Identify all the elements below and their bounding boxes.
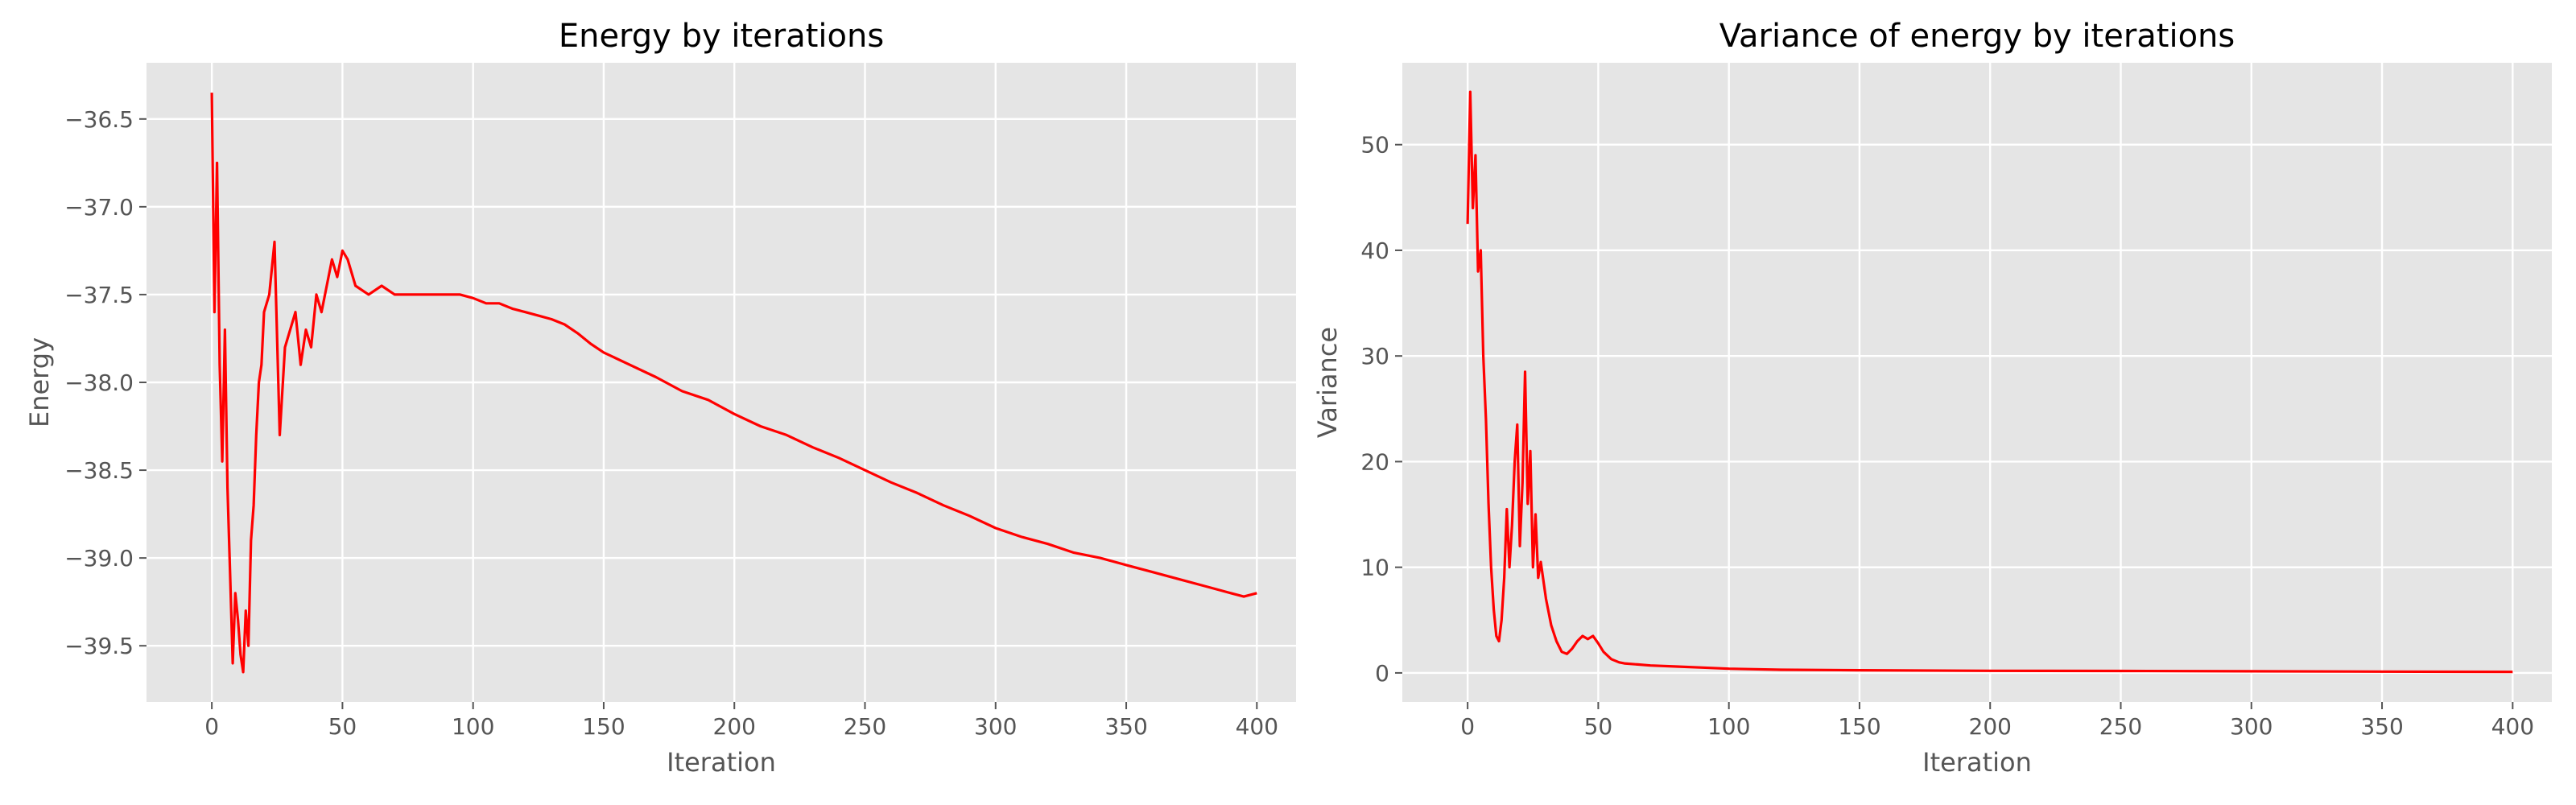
x-tick-label: 150: [1838, 713, 1880, 740]
y-tick-label: 30: [1360, 343, 1389, 369]
y-tick-label: 10: [1360, 555, 1389, 581]
x-tick-label: 0: [204, 713, 219, 740]
x-tick-label: 200: [1969, 713, 2012, 740]
y-tick-label: −39.5: [64, 633, 134, 659]
y-tick-label: 50: [1360, 132, 1389, 159]
x-tick-label: 250: [2099, 713, 2142, 740]
y-tick-label: −36.5: [64, 106, 134, 133]
y-tick-label: −38.5: [64, 457, 134, 484]
x-tick-label: 200: [713, 713, 756, 740]
y-tick-label: 40: [1360, 237, 1389, 264]
x-tick-label: 350: [2360, 713, 2403, 740]
x-tick-label: 400: [1236, 713, 1278, 740]
x-tick-label: 50: [328, 713, 357, 740]
x-tick-label: 50: [1584, 713, 1613, 740]
y-tick-label: 20: [1360, 448, 1389, 475]
chart-panel-2: 0 50 100 150 200 250 300 350 400 0 10 20 30 40 50 Varia…: [1312, 18, 2552, 778]
x-tick-label: 100: [1707, 713, 1750, 740]
x-tick-label: 150: [582, 713, 625, 740]
x-tick-label: 0: [1460, 713, 1475, 740]
chart-title: Energy by iterations: [559, 18, 884, 55]
y-axis-label: Variance: [1312, 327, 1343, 438]
x-tick-label: 300: [2230, 713, 2273, 740]
y-tick-label: −38.0: [64, 369, 134, 396]
series-line: [210, 93, 1257, 674]
y-tick-label: −37.5: [64, 282, 134, 308]
x-axis-label: Iteration: [667, 747, 776, 778]
x-tick-label: 250: [844, 713, 886, 740]
x-axis-label: Iteration: [1922, 747, 2032, 778]
x-tick-label: 400: [2491, 713, 2534, 740]
y-tick-label: −37.0: [64, 194, 134, 221]
x-tick-label: 100: [452, 713, 494, 740]
x-tick-label: 350: [1104, 713, 1147, 740]
y-axis-label: Energy: [24, 337, 55, 427]
chart-panel-1: 0 50 100 150 200 250 300 350 400 −39.5 −39.0 −38.5 −…: [24, 18, 1296, 778]
y-tick-label: −39.0: [64, 545, 134, 572]
plot-background: [1402, 63, 2552, 702]
chart-title: Variance of energy by iterations: [1719, 18, 2235, 55]
series-line: [1466, 90, 2513, 674]
y-tick-label: 0: [1375, 660, 1389, 687]
x-tick-label: 300: [974, 713, 1017, 740]
